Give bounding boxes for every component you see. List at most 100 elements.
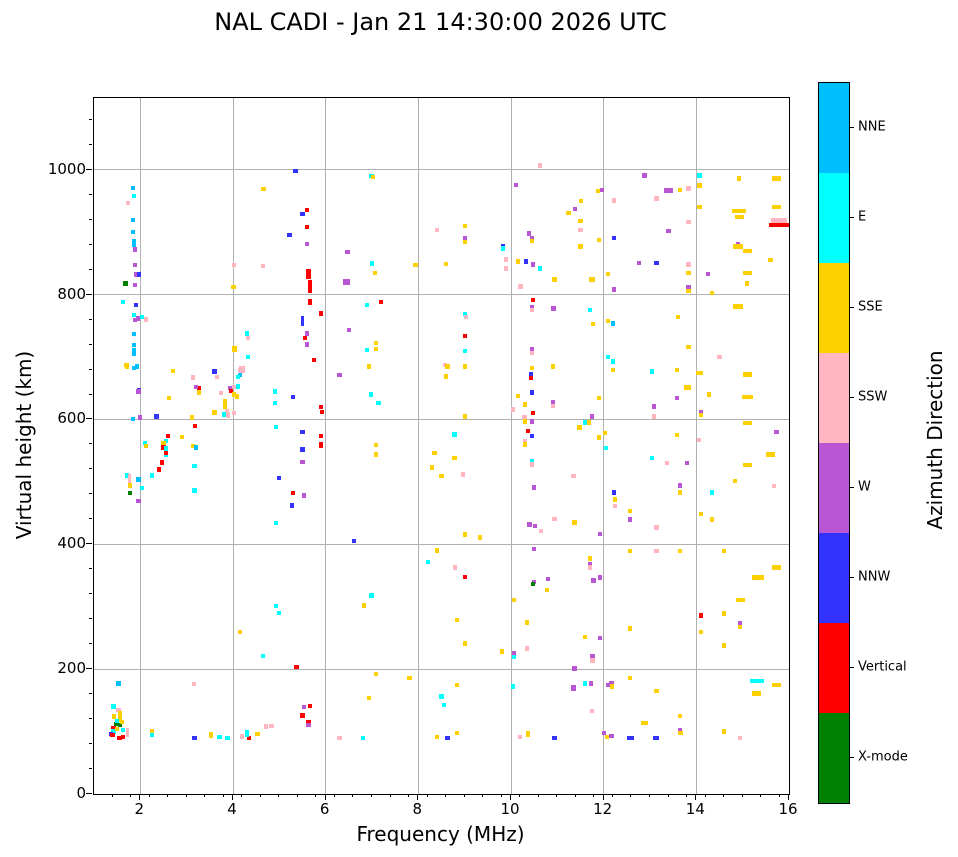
data-point: [362, 603, 367, 608]
data-point: [300, 429, 305, 435]
data-point: [300, 713, 305, 718]
x-gridline: [788, 98, 789, 794]
data-point: [272, 401, 277, 406]
data-point: [697, 205, 702, 210]
y-minor-tick: [89, 118, 92, 120]
data-point: [609, 680, 614, 686]
data-point: [698, 629, 704, 634]
data-point: [150, 473, 155, 478]
colorbar-segment-e: [819, 173, 849, 263]
data-point: [261, 186, 266, 192]
data-point: [193, 384, 198, 390]
data-point: [192, 488, 197, 493]
data-point: [666, 228, 671, 234]
colorbar-segment-x-mode: [819, 713, 849, 803]
data-point: [139, 314, 144, 320]
data-point: [136, 477, 141, 482]
data-point: [772, 484, 777, 489]
x-minor-tick: [259, 794, 261, 797]
data-point: [522, 402, 527, 407]
data-point: [513, 182, 518, 187]
y-minor-tick: [89, 743, 92, 745]
data-point: [742, 248, 752, 254]
data-point: [235, 374, 240, 380]
data-point: [192, 423, 198, 428]
data-point: [135, 364, 140, 369]
x-minor-tick: [778, 794, 780, 797]
data-point: [522, 415, 528, 421]
data-point: [244, 331, 249, 336]
data-point: [627, 675, 633, 681]
data-point: [742, 372, 752, 377]
data-point: [116, 707, 121, 712]
data-point: [511, 684, 516, 689]
data-point: [311, 357, 316, 363]
data-point: [369, 261, 375, 266]
data-point: [318, 311, 324, 316]
data-point: [583, 681, 588, 686]
data-point: [191, 681, 196, 687]
data-point: [752, 575, 764, 580]
data-point: [462, 236, 467, 241]
colorbar-tick-label: SSE: [858, 299, 883, 315]
data-point: [133, 272, 138, 277]
data-point: [674, 432, 679, 438]
data-point: [698, 412, 704, 418]
data-point: [116, 681, 121, 686]
colorbar-segment-ssw: [819, 353, 849, 443]
data-point: [337, 735, 342, 740]
data-point: [126, 727, 129, 737]
data-point: [516, 393, 521, 398]
data-point: [345, 249, 350, 255]
colorbar-tick: [849, 307, 854, 308]
data-point: [112, 714, 117, 719]
data-point: [131, 331, 136, 337]
x-minor-tick: [593, 794, 595, 797]
data-point: [602, 431, 608, 436]
data-point: [511, 651, 516, 656]
data-point: [143, 443, 148, 448]
x-minor-tick: [741, 794, 743, 797]
data-point: [306, 722, 311, 727]
data-point: [452, 432, 457, 437]
data-point: [500, 243, 505, 249]
data-point: [627, 548, 633, 554]
data-point: [245, 336, 250, 341]
data-point: [698, 511, 704, 516]
data-point: [589, 681, 594, 686]
data-point: [111, 729, 116, 734]
y-minor-tick: [89, 568, 92, 570]
data-point: [115, 726, 120, 732]
data-point: [770, 218, 787, 223]
data-point: [665, 460, 670, 466]
data-point: [613, 497, 618, 502]
x-tick-label: 16: [778, 800, 798, 818]
data-point: [590, 654, 595, 659]
y-tick-label: 600: [57, 409, 86, 428]
data-point: [678, 730, 683, 735]
data-point: [612, 235, 617, 240]
data-point: [742, 270, 752, 275]
data-point: [538, 266, 543, 271]
data-point: [161, 445, 166, 450]
data-point: [136, 389, 141, 394]
y-minor-tick: [89, 693, 92, 695]
data-point: [525, 620, 530, 625]
data-point: [642, 173, 647, 178]
colorbar-tick-label: Vertical: [858, 659, 907, 675]
x-minor-tick: [167, 794, 169, 797]
data-point: [294, 665, 299, 670]
x-minor-tick: [519, 794, 521, 797]
data-point: [587, 556, 592, 561]
data-point: [530, 347, 535, 352]
data-point: [190, 444, 195, 449]
data-point: [318, 441, 324, 449]
data-point: [529, 372, 534, 377]
data-point: [287, 232, 292, 237]
data-point: [290, 503, 295, 508]
data-point: [445, 735, 450, 740]
data-point: [132, 283, 137, 288]
x-minor-tick: [723, 794, 725, 797]
data-point: [610, 367, 615, 373]
colorbar-tick: [849, 397, 854, 398]
